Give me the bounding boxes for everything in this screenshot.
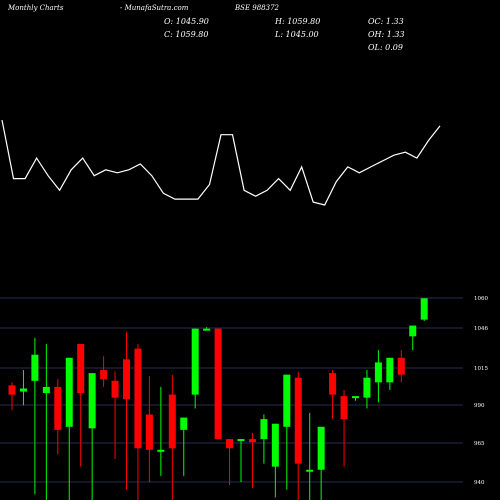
candle-body <box>271 423 279 467</box>
candle-body <box>88 373 96 429</box>
high-value: H: 1059.80 <box>275 17 321 26</box>
candle <box>31 337 39 495</box>
symbol-label: BSE 988372 <box>235 4 279 12</box>
candle-body <box>134 348 142 449</box>
candle <box>191 328 199 409</box>
candle-body <box>386 357 394 383</box>
price-tick-label: 965 <box>474 441 485 447</box>
price-line <box>1 119 441 206</box>
candle-body <box>226 439 234 449</box>
candle <box>214 328 222 440</box>
candle <box>340 390 348 467</box>
candle <box>123 331 130 490</box>
candle-body <box>111 380 119 398</box>
chart-title: Monthly Charts <box>8 4 64 12</box>
candle <box>157 386 165 476</box>
candle <box>294 371 302 500</box>
candle <box>145 376 153 482</box>
candle <box>420 298 428 321</box>
candle-body <box>42 386 50 394</box>
candle <box>352 396 359 401</box>
candle-body <box>180 417 188 430</box>
price-tick-label: 940 <box>474 480 485 486</box>
candle <box>386 357 394 390</box>
candle <box>77 344 85 467</box>
candle-body <box>283 374 291 427</box>
oh-value: OH: 1.33 <box>368 30 405 39</box>
candle <box>363 370 371 409</box>
candle <box>19 370 27 406</box>
site-name: - MunafaSutra.com <box>120 4 189 12</box>
candle <box>397 350 405 383</box>
candle <box>329 370 337 420</box>
candle <box>100 356 108 387</box>
candle-body <box>248 439 256 443</box>
candle-body <box>237 439 245 442</box>
candle <box>271 423 279 498</box>
open-value: O: 1045.90 <box>164 17 209 26</box>
candle-body <box>420 298 428 320</box>
candle-body <box>145 414 153 450</box>
candle-body <box>363 377 371 398</box>
candle <box>65 357 73 500</box>
candle <box>306 413 314 500</box>
candle-body <box>214 328 222 440</box>
candle-body <box>191 328 199 395</box>
candle-body <box>31 354 39 381</box>
candle-body <box>409 325 417 337</box>
candle <box>283 374 291 490</box>
candle <box>237 439 245 482</box>
candle <box>42 344 50 500</box>
grid-lines <box>0 297 463 483</box>
price-tick-label: 1060 <box>474 296 488 302</box>
ol-value: OL: 0.09 <box>368 43 403 52</box>
candle-body <box>54 386 62 430</box>
candle-body <box>65 357 73 427</box>
candles <box>8 298 428 500</box>
candle-body <box>260 419 268 440</box>
candle-body <box>317 426 325 470</box>
candle <box>180 417 188 476</box>
candle-body <box>8 385 16 395</box>
candle <box>374 350 382 403</box>
candle <box>54 379 62 455</box>
candle-body <box>374 362 382 383</box>
candle-body <box>352 396 359 399</box>
candle-body <box>203 328 211 331</box>
candle-body <box>397 357 405 375</box>
candle-body <box>329 373 337 395</box>
candle <box>134 344 142 500</box>
candle-body <box>157 449 165 452</box>
candle <box>409 325 417 351</box>
candle <box>317 426 325 500</box>
candle-body <box>100 370 108 380</box>
oc-value: OC: 1.33 <box>368 17 404 26</box>
close-value: C: 1059.80 <box>164 30 209 39</box>
candle-body <box>340 396 348 420</box>
candle <box>88 373 96 500</box>
candle-body <box>168 394 176 449</box>
price-tick-label: 990 <box>474 403 485 409</box>
candle-body <box>77 344 85 394</box>
candle <box>111 371 119 459</box>
candle-body <box>123 359 130 400</box>
candle-body <box>306 469 314 472</box>
candle <box>168 374 176 500</box>
candle <box>260 414 268 464</box>
candle <box>203 327 211 331</box>
low-value: L: 1045.00 <box>275 30 319 39</box>
candle <box>8 382 16 410</box>
price-tick-label: 1015 <box>474 366 488 372</box>
candle-body <box>19 388 27 392</box>
candle <box>248 432 256 489</box>
price-tick-label: 1046 <box>474 326 488 332</box>
price-ticks: 1060 1046 1015 990 965 940 <box>474 296 488 486</box>
candle <box>226 439 234 486</box>
candle-body <box>294 377 302 464</box>
